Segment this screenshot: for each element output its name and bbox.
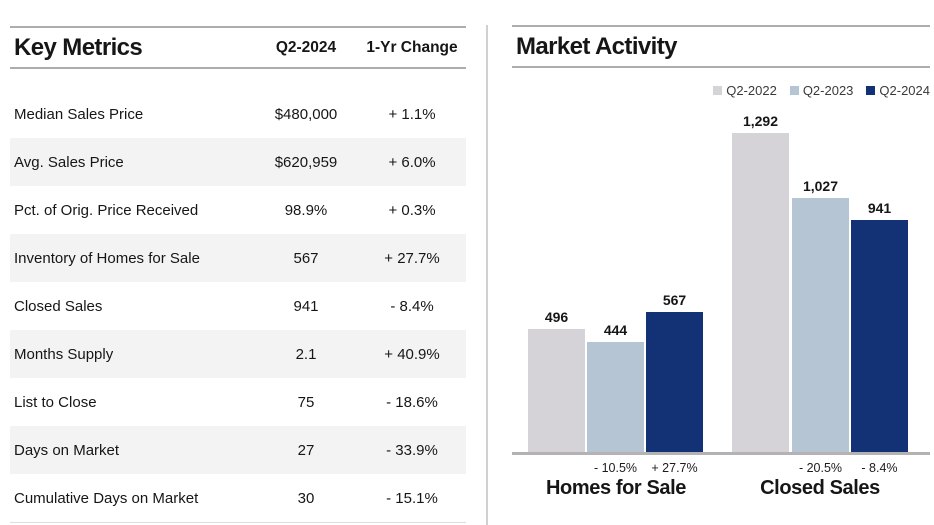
- key-metrics-header: Key Metrics Q2-2024 1-Yr Change: [10, 26, 466, 69]
- bar-value-label: 444: [603, 322, 628, 338]
- column-header-period: Q2-2024: [275, 38, 337, 56]
- table-row: List to Close 75 - 18.6%: [10, 378, 466, 426]
- metric-value: 941: [293, 297, 319, 315]
- chart-legend: Q2-2022 Q2-2023 Q2-2024: [713, 83, 930, 98]
- bar-value-label: 1,292: [742, 113, 779, 129]
- metric-label: Days on Market: [14, 441, 120, 459]
- bar-homes-for-sale-q2-2023: [587, 342, 644, 452]
- bar-closed-sales-q2-2023: [792, 198, 849, 452]
- metric-label: Cumulative Days on Market: [14, 489, 199, 507]
- legend-label: Q2-2022: [726, 83, 777, 98]
- legend-label: Q2-2024: [879, 83, 930, 98]
- panel-divider: [486, 25, 488, 525]
- legend-swatch: [713, 86, 723, 95]
- table-row: Avg. Sales Price $620,959 + 6.0%: [10, 138, 466, 186]
- key-metrics-title: Key Metrics: [14, 33, 143, 61]
- column-header-change: 1-Yr Change: [366, 38, 458, 56]
- table-row: Median Sales Price $480,000 + 1.1%: [10, 90, 466, 138]
- metric-value: 567: [293, 249, 319, 267]
- table-row: Days on Market 27 - 33.9%: [10, 426, 466, 474]
- metric-label: List to Close: [14, 393, 97, 411]
- metric-change: + 27.7%: [384, 249, 440, 267]
- legend-label: Q2-2023: [802, 83, 854, 98]
- table-row: Pct. of Orig. Price Received 98.9% + 0.3%: [10, 186, 466, 234]
- bar-homes-for-sale-q2-2024: [646, 312, 703, 452]
- table-row: Inventory of Homes for Sale 567 + 27.7%: [10, 234, 466, 282]
- metric-value: $620,959: [274, 153, 338, 171]
- table-row: Cumulative Days on Market 30 - 15.1%: [10, 474, 466, 522]
- legend-item-q2-2023: Q2-2023: [789, 83, 854, 98]
- metric-label: Pct. of Orig. Price Received: [14, 201, 199, 219]
- legend-item-q2-2022: Q2-2022: [713, 83, 777, 98]
- metric-change: + 40.9%: [384, 345, 440, 363]
- table-row: Closed Sales 941 - 8.4%: [10, 282, 466, 330]
- bar-change-label: - 10.5%: [593, 461, 638, 475]
- market-activity-chart: 496 444 - 10.5% 567 + 27.7% Homes for Sale 1,2…: [512, 0, 930, 525]
- metric-value: $480,000: [274, 105, 338, 123]
- metric-change: - 33.9%: [386, 441, 438, 459]
- x-axis-line: [512, 452, 930, 455]
- bar-change-label: - 20.5%: [798, 461, 843, 475]
- metric-change: + 1.1%: [388, 105, 436, 123]
- metric-change: - 8.4%: [390, 297, 434, 315]
- bar-change-label: - 8.4%: [861, 461, 898, 475]
- bar-closed-sales-q2-2024: [851, 220, 908, 452]
- bar-value-label: 496: [544, 309, 569, 325]
- metric-change: - 18.6%: [386, 393, 438, 411]
- market-activity-title: Market Activity: [516, 32, 677, 60]
- metrics-table: Median Sales Price $480,000 + 1.1% Avg. Sal…: [10, 90, 466, 523]
- bar-closed-sales-q2-2022: [732, 133, 789, 452]
- metric-label: Months Supply: [14, 345, 114, 363]
- metric-value: 27: [297, 441, 315, 459]
- metric-change: - 15.1%: [386, 489, 438, 507]
- metric-value: 98.9%: [284, 201, 328, 219]
- metric-label: Median Sales Price: [14, 105, 144, 123]
- category-label-closed-sales: Closed Sales: [760, 477, 880, 499]
- bar-change-label: + 27.7%: [651, 461, 698, 475]
- metric-value: 2.1: [295, 345, 317, 363]
- metric-value: 75: [297, 393, 315, 411]
- metric-label: Avg. Sales Price: [14, 153, 124, 171]
- metric-change: + 0.3%: [388, 201, 436, 219]
- metric-label: Inventory of Homes for Sale: [14, 249, 200, 267]
- legend-swatch: [866, 86, 876, 95]
- market-activity-panel: Market Activity Q2-2022 Q2-2023 Q2-2024 49…: [512, 0, 930, 525]
- market-activity-header: Market Activity: [512, 25, 930, 68]
- key-metrics-panel: Key Metrics Q2-2024 1-Yr Change Median S…: [10, 0, 466, 525]
- bar-value-label: 1,027: [802, 178, 839, 194]
- table-row: Months Supply 2.1 + 40.9%: [10, 330, 466, 378]
- metric-label: Closed Sales: [14, 297, 103, 315]
- bar-homes-for-sale-q2-2022: [528, 329, 585, 452]
- metric-change: + 6.0%: [388, 153, 436, 171]
- bar-value-label: 941: [867, 200, 892, 216]
- bar-value-label: 567: [662, 292, 687, 308]
- category-label-homes-for-sale: Homes for Sale: [545, 477, 686, 499]
- metric-value: 30: [297, 489, 315, 507]
- legend-swatch: [789, 86, 799, 95]
- legend-item-q2-2024: Q2-2024: [866, 83, 930, 98]
